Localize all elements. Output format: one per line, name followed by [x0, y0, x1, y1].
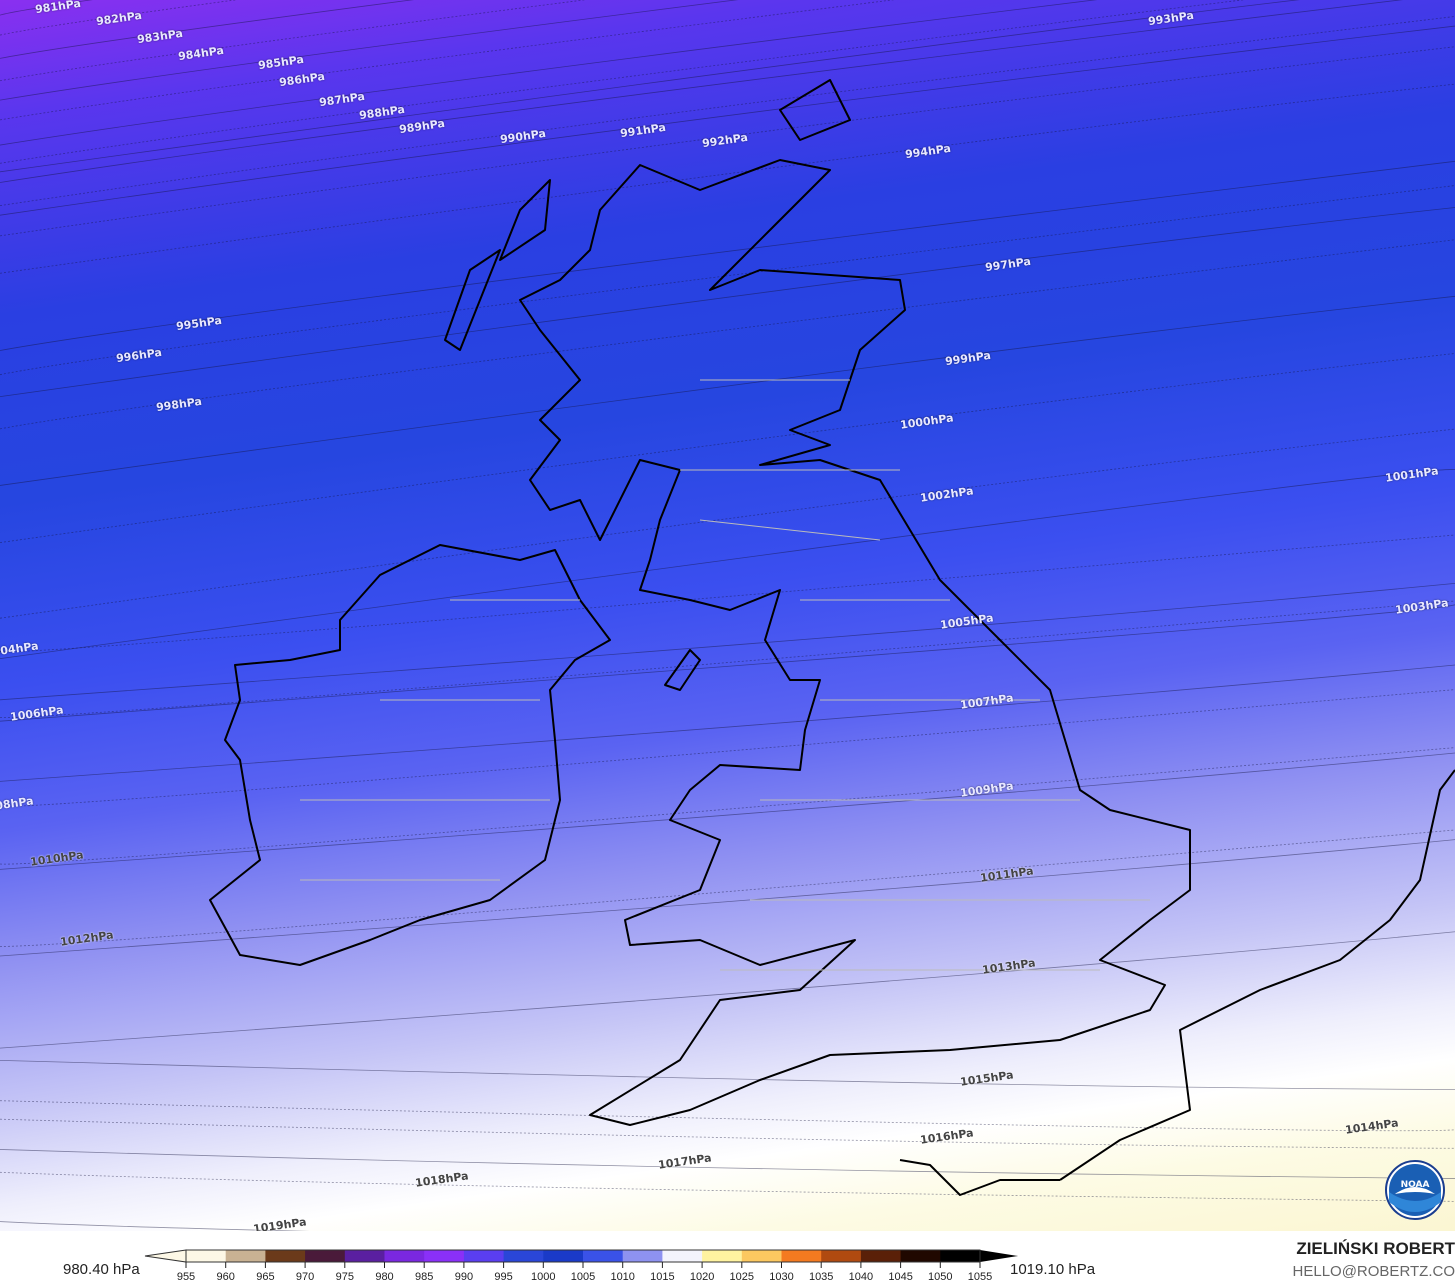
- colorbar-tick-label: 1015: [650, 1271, 675, 1283]
- isobar-line: [0, 931, 1455, 1049]
- orkney-coast: [779, 79, 851, 141]
- isobar-line: [0, 16, 1455, 206]
- colorbar-tick-label: 1050: [928, 1271, 953, 1283]
- isobar-line: [0, 1171, 1455, 1202]
- colorbar-tick-label: 1000: [531, 1271, 556, 1283]
- isobar-line: [0, 0, 587, 82]
- colorbar-tick-label: 1040: [848, 1271, 874, 1283]
- colorbar-tick-label: 995: [494, 1271, 513, 1283]
- colorbar-segment: [225, 1250, 266, 1262]
- colorbar-legend: 980.40 hPa 955 960 965 970 975 980 985 990 995 10…: [0, 1231, 1455, 1287]
- colorbar-segment: [781, 1250, 822, 1262]
- colorbar-tick-label: 990: [454, 1271, 474, 1283]
- colorbar-segment: [265, 1250, 306, 1262]
- isobar-line: [0, 664, 1455, 782]
- svg-text:NOAA: NOAA: [1401, 1180, 1430, 1190]
- colorbar-tick-label: 955: [176, 1271, 196, 1283]
- coastlines: [209, 79, 1455, 1196]
- colorbar-segment: [503, 1250, 544, 1262]
- colorbar-segment: [622, 1250, 663, 1262]
- isobar-line: [0, 1149, 1455, 1179]
- colorbar-segment: [662, 1250, 703, 1262]
- isobar-line: [0, 0, 1300, 173]
- continent-coast: [899, 769, 1455, 1196]
- colorbar-tick-label: 975: [335, 1271, 354, 1283]
- colorbar-segment: [424, 1250, 465, 1262]
- colorbar-tick-label: 1010: [610, 1271, 635, 1283]
- isobar-line: [0, 747, 1455, 865]
- colorbar-segment: [344, 1250, 385, 1262]
- isobar-line: [0, 0, 1403, 183]
- min-pressure-label: 980.40 hPa: [63, 1261, 140, 1278]
- admin-borders: [300, 379, 1150, 971]
- isobar-line: [0, 1118, 1455, 1149]
- isobar-line: [0, 83, 1455, 274]
- colorbar-tick-label: 1035: [808, 1271, 834, 1283]
- isobar-line: [0, 160, 1455, 351]
- colorbar-tick-label: 980: [375, 1271, 394, 1283]
- colorbar: [144, 1249, 1018, 1268]
- ireland-coast: [209, 544, 611, 966]
- colorbar-segment: [583, 1250, 624, 1262]
- isobar-line: [0, 1060, 1455, 1090]
- isobar-line: [0, 829, 1455, 947]
- colorbar-max-arrow: [980, 1250, 1018, 1262]
- hebrides-coast: [444, 179, 551, 351]
- isobar-line: [0, 428, 1455, 619]
- colorbar-tick-label: 1005: [570, 1271, 596, 1283]
- colorbar-tick-label: 1030: [769, 1271, 794, 1283]
- max-pressure-label: 1019.10 hPa: [1010, 1261, 1096, 1278]
- isobar-line: [0, 752, 1455, 870]
- author-email[interactable]: HELLO@ROBERTZ.CO: [1292, 1263, 1455, 1280]
- author-credit: ZIELIŃSKI ROBERT: [1296, 1239, 1455, 1258]
- colorbar-tick-label: 1055: [967, 1271, 993, 1283]
- isobar-line: [0, 600, 1455, 719]
- isobar-line: [0, 839, 1455, 957]
- isobar-line: [0, 239, 1455, 430]
- isobar-line: [0, 604, 1455, 722]
- colorbar-tick-label: 985: [415, 1271, 434, 1283]
- colorbar-segment: [741, 1250, 782, 1262]
- isobar-line: [0, 0, 93, 16]
- isobar-line: [0, 207, 1455, 398]
- colorbar-tick-label: 1020: [689, 1271, 715, 1283]
- colorbar-tick-label: 960: [216, 1271, 235, 1283]
- colorbar-tick-label: 965: [256, 1271, 275, 1283]
- isobar-line: [0, 0, 739, 101]
- colorbar-tick-label: 1025: [729, 1271, 755, 1283]
- colorbar-segment: [384, 1250, 425, 1262]
- isobar-line: [0, 185, 1455, 376]
- colorbar-segment: [821, 1250, 862, 1262]
- isobar-line: [0, 583, 1455, 701]
- great-britain-coast: [519, 159, 1191, 1126]
- isle-of-man-coast: [664, 649, 701, 691]
- isobar-lines: [0, 0, 1455, 1231]
- isobar-line: [0, 534, 1455, 653]
- isobar-line: [0, 295, 1455, 486]
- colorbar-segment: [860, 1250, 902, 1262]
- isobar-line: [0, 0, 1098, 146]
- isobar-line: [0, 0, 415, 59]
- colorbar-segment: [702, 1250, 743, 1262]
- isobar-line: [0, 689, 1455, 807]
- colorbar-tick-label: 1045: [888, 1271, 913, 1283]
- noaa-logo: NOAA: [1385, 1160, 1445, 1220]
- colorbar-segment: [940, 1250, 981, 1262]
- colorbar-segment: [543, 1250, 584, 1262]
- colorbar-segment: [186, 1250, 227, 1262]
- isobar-line: [0, 353, 1455, 543]
- colorbar-segment: [463, 1250, 505, 1262]
- colorbar-segment: [305, 1250, 346, 1262]
- isobar-line: [0, 1221, 310, 1231]
- pressure-map: 981hPa 982hPa 983hPa 984hPa 985hPa 986hPa 987h…: [0, 0, 1455, 1231]
- colorbar-segment: [900, 1250, 941, 1262]
- colorbar-min-arrow: [144, 1249, 187, 1263]
- colorbar-tick-label: 970: [295, 1271, 315, 1283]
- isobar-line: [0, 25, 1455, 216]
- isobar-line: [0, 469, 1455, 660]
